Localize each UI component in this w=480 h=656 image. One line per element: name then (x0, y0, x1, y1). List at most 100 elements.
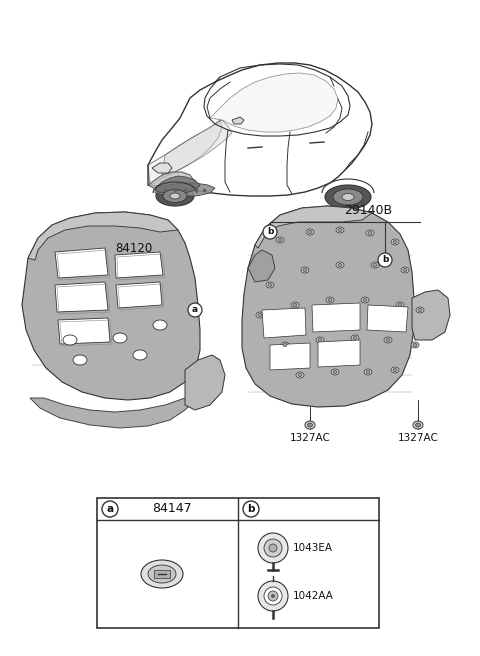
Circle shape (378, 253, 392, 267)
Text: b: b (382, 255, 388, 264)
Polygon shape (262, 308, 306, 338)
Ellipse shape (156, 186, 194, 206)
Polygon shape (152, 163, 172, 173)
Text: a: a (192, 306, 198, 314)
Ellipse shape (373, 264, 377, 266)
Ellipse shape (336, 227, 344, 233)
Ellipse shape (338, 264, 342, 266)
Ellipse shape (416, 307, 424, 313)
Text: b: b (267, 228, 273, 237)
Ellipse shape (258, 314, 262, 316)
Ellipse shape (298, 373, 302, 377)
Ellipse shape (363, 298, 367, 302)
Ellipse shape (413, 421, 423, 429)
Bar (154, 570, 170, 578)
Text: b: b (247, 504, 255, 514)
Polygon shape (162, 120, 232, 178)
Ellipse shape (318, 338, 322, 342)
Polygon shape (148, 120, 222, 185)
Polygon shape (148, 172, 195, 192)
Ellipse shape (283, 344, 287, 346)
Ellipse shape (141, 560, 183, 588)
Circle shape (188, 303, 202, 317)
Polygon shape (55, 248, 108, 278)
Ellipse shape (281, 342, 289, 348)
Circle shape (258, 533, 288, 563)
Ellipse shape (328, 298, 332, 302)
Ellipse shape (366, 371, 370, 373)
Ellipse shape (268, 283, 272, 287)
Polygon shape (255, 206, 372, 248)
Ellipse shape (398, 304, 402, 306)
Text: a: a (107, 504, 114, 514)
Ellipse shape (396, 302, 404, 308)
Ellipse shape (391, 367, 399, 373)
Polygon shape (58, 318, 110, 344)
Ellipse shape (364, 369, 372, 375)
Ellipse shape (416, 423, 420, 427)
Polygon shape (312, 303, 360, 332)
Polygon shape (270, 343, 310, 370)
Polygon shape (22, 212, 200, 400)
Text: 84147: 84147 (152, 502, 192, 516)
Ellipse shape (303, 268, 307, 272)
Ellipse shape (333, 189, 363, 205)
Ellipse shape (308, 423, 312, 427)
Polygon shape (116, 282, 162, 308)
Ellipse shape (368, 232, 372, 234)
Polygon shape (55, 282, 108, 312)
Ellipse shape (338, 228, 342, 232)
Ellipse shape (393, 241, 397, 243)
Polygon shape (412, 290, 450, 340)
Circle shape (263, 225, 277, 239)
Ellipse shape (293, 304, 297, 306)
Ellipse shape (316, 337, 324, 343)
Circle shape (258, 581, 288, 611)
Ellipse shape (153, 320, 167, 330)
Ellipse shape (336, 262, 344, 268)
Ellipse shape (291, 302, 299, 308)
Ellipse shape (63, 335, 77, 345)
Ellipse shape (325, 185, 371, 209)
Ellipse shape (413, 344, 417, 346)
Ellipse shape (266, 282, 274, 288)
Circle shape (264, 539, 282, 557)
Circle shape (268, 591, 278, 601)
Ellipse shape (393, 369, 397, 371)
Circle shape (264, 587, 282, 605)
Ellipse shape (411, 342, 419, 348)
Polygon shape (185, 355, 225, 410)
Text: 84120: 84120 (115, 241, 152, 255)
Polygon shape (242, 206, 414, 407)
Ellipse shape (133, 350, 147, 360)
Ellipse shape (296, 372, 304, 378)
Ellipse shape (371, 262, 379, 268)
Text: 1042AA: 1042AA (293, 591, 334, 601)
Ellipse shape (384, 337, 392, 343)
Ellipse shape (386, 338, 390, 342)
Ellipse shape (305, 421, 315, 429)
Circle shape (269, 544, 277, 552)
Ellipse shape (113, 333, 127, 343)
Ellipse shape (308, 230, 312, 234)
Ellipse shape (333, 371, 337, 373)
Ellipse shape (301, 267, 309, 273)
Circle shape (271, 594, 275, 598)
Polygon shape (28, 212, 178, 260)
Text: 29140B: 29140B (344, 203, 392, 216)
Ellipse shape (353, 337, 357, 340)
Polygon shape (115, 252, 163, 278)
Text: 1327AC: 1327AC (289, 433, 330, 443)
Text: 1327AC: 1327AC (397, 433, 438, 443)
Ellipse shape (351, 335, 359, 341)
Polygon shape (210, 73, 338, 132)
Polygon shape (155, 176, 200, 193)
Ellipse shape (418, 308, 422, 312)
Ellipse shape (278, 239, 282, 241)
Ellipse shape (403, 268, 407, 272)
Polygon shape (232, 117, 244, 124)
Ellipse shape (163, 190, 187, 203)
Text: 1043EA: 1043EA (293, 543, 333, 553)
Ellipse shape (326, 297, 334, 303)
Ellipse shape (366, 230, 374, 236)
